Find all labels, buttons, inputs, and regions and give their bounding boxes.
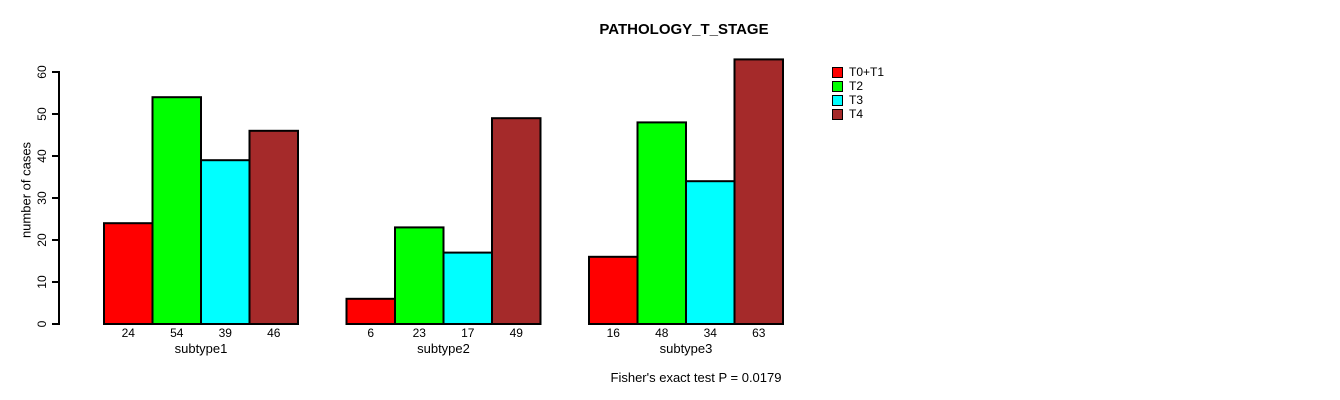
bar-value-label: 16 [607, 326, 621, 340]
bar-value-label: 54 [170, 326, 184, 340]
legend-swatch [832, 80, 843, 92]
annotation-text: Fisher's exact test P = 0.0179 [610, 370, 782, 385]
bar-T2-subtype1 [151, 96, 202, 325]
y-tick-label: 20 [35, 233, 49, 247]
y-tick-label: 30 [35, 191, 49, 205]
bar-T4-subtype1 [248, 129, 299, 325]
bar-value-label: 49 [510, 326, 524, 340]
bar-value-label: 24 [122, 326, 136, 340]
bar-value-label: 48 [655, 326, 669, 340]
bar-T3-subtype2 [442, 251, 493, 326]
y-tick-label: 50 [35, 107, 49, 121]
legend-swatch [832, 94, 843, 106]
x-category-label: subtype2 [417, 341, 470, 356]
legend-label: T3 [849, 93, 864, 107]
bar-value-label: 23 [413, 326, 427, 340]
legend-item: T4 [832, 107, 884, 121]
bar-T2-subtype2 [394, 226, 445, 325]
bar-value-label: 17 [461, 326, 475, 340]
bar-value-label: 34 [704, 326, 718, 340]
bar-T0+T1-subtype1 [103, 222, 154, 325]
x-category-label: subtype1 [175, 341, 228, 356]
bar-T0+T1-subtype3 [588, 255, 639, 325]
y-tick-label: 60 [35, 65, 49, 79]
legend-item: T2 [832, 79, 884, 93]
x-category-label: subtype3 [660, 341, 713, 356]
bar-value-label: 6 [367, 326, 374, 340]
y-tick-label: 40 [35, 149, 49, 163]
bar-T3-subtype1 [200, 159, 251, 325]
y-tick-label: 0 [35, 320, 49, 327]
bar-T4-subtype3 [733, 58, 784, 326]
legend-item: T3 [832, 93, 884, 107]
legend-label: T2 [849, 79, 864, 93]
legend-swatch [832, 108, 843, 120]
legend-swatch [832, 66, 843, 78]
bar-value-label: 63 [752, 326, 766, 340]
bar-T4-subtype2 [491, 117, 542, 325]
legend: T0+T1 T2 T3 T4 [832, 65, 884, 121]
legend-label: T0+T1 [849, 65, 885, 79]
chart-title: PATHOLOGY_T_STAGE [599, 21, 769, 38]
y-tick-label: 10 [35, 275, 49, 289]
legend-label: T4 [849, 107, 864, 121]
bar-T2-subtype3 [636, 121, 687, 326]
bar-value-label: 39 [219, 326, 233, 340]
bar-value-label: 46 [267, 326, 281, 340]
legend-item: T0+T1 [832, 65, 884, 79]
bar-T0+T1-subtype2 [345, 297, 396, 325]
bar-T3-subtype3 [685, 180, 736, 325]
